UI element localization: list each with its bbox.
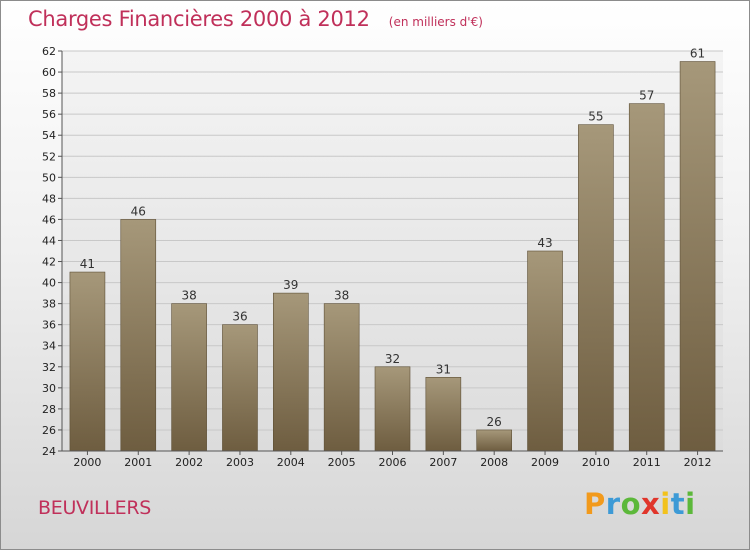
data-label: 43 [537,236,552,250]
data-label: 39 [283,278,298,292]
y-tick-label: 62 [42,45,56,58]
bar-2005 [323,303,360,452]
logo-letter: i [685,487,696,521]
data-label: 26 [487,415,502,429]
x-tick-label: 2000 [73,456,101,469]
y-tick-label: 46 [42,213,56,226]
y-tick-label: 44 [42,234,56,247]
x-tick-label: 2010 [582,456,610,469]
y-tick-label: 50 [42,171,56,184]
data-label: 36 [232,310,247,324]
bar-2012 [679,61,716,452]
bar-2001 [120,219,157,452]
place-name: BEUVILLERS [38,497,151,519]
data-label: 41 [80,257,95,271]
y-tick-label: 28 [42,403,56,416]
data-label: 32 [385,352,400,366]
x-tick-label: 2005 [328,456,356,469]
data-label: 31 [436,362,451,376]
logo-letter: x [641,487,661,521]
y-tick-label: 26 [42,424,56,437]
bar-2003 [222,324,258,452]
bars: 41 46 38 36 39 38 32 31 26 43 55 57 61 [69,47,716,452]
logo-letter: o [620,487,642,521]
y-tick-label: 38 [42,298,56,311]
bar-2009 [527,250,563,452]
y-tick-label: 40 [42,277,56,290]
chart-title: Charges Financières 2000 à 2012 [28,7,370,31]
logo-letter: i [660,487,671,521]
x-tick-label: 2006 [379,456,407,469]
y-tick-label: 36 [42,319,56,332]
logo-letter: t [670,487,686,521]
x-tick-label: 2004 [277,456,305,469]
data-label: 46 [131,204,146,218]
data-label: 38 [334,289,349,303]
logo-letter: P [584,487,606,521]
data-label: 57 [639,89,654,103]
y-tick-label: 60 [42,66,56,79]
chart-subtitle: (en milliers d'€) [388,15,483,29]
x-tick-label: 2008 [480,456,508,469]
title-row: Charges Financières 2000 à 2012 (en mill… [28,7,483,31]
y-tick-label: 58 [42,87,56,100]
y-tick-label: 48 [42,192,56,205]
x-tick-label: 2007 [429,456,457,469]
axes: 24 26 28 30 32 34 36 38 40 42 44 46 48 50 52 54 56 58 60 62… [42,45,723,469]
bar-2000 [69,271,106,452]
x-tick-label: 2011 [633,456,661,469]
x-tick-label: 2009 [531,456,559,469]
y-tick-label: 42 [42,256,56,269]
logo-letter: r [605,487,621,521]
x-tick-label: 2001 [124,456,152,469]
x-tick-label: 2012 [684,456,712,469]
data-label: 61 [690,47,705,61]
data-label: 38 [181,289,196,303]
y-tick-label: 30 [42,382,56,395]
bar-2011 [628,103,665,452]
y-tick-label: 24 [42,445,56,458]
bar-2007 [425,377,462,452]
proxiti-logo: Proxiti [584,487,696,521]
bar-2008 [476,429,512,452]
bar-2006 [374,366,411,452]
x-tick-label: 2002 [175,456,203,469]
bar-2004 [273,292,309,452]
bar-2002 [171,303,207,452]
y-tick-label: 52 [42,150,56,163]
y-tick-label: 32 [42,361,56,374]
bar-2010 [578,124,614,452]
y-tick-label: 34 [42,340,56,353]
y-tick-label: 54 [42,129,56,142]
y-tick-label: 56 [42,108,56,121]
x-tick-label: 2003 [226,456,254,469]
data-label: 55 [588,110,603,124]
